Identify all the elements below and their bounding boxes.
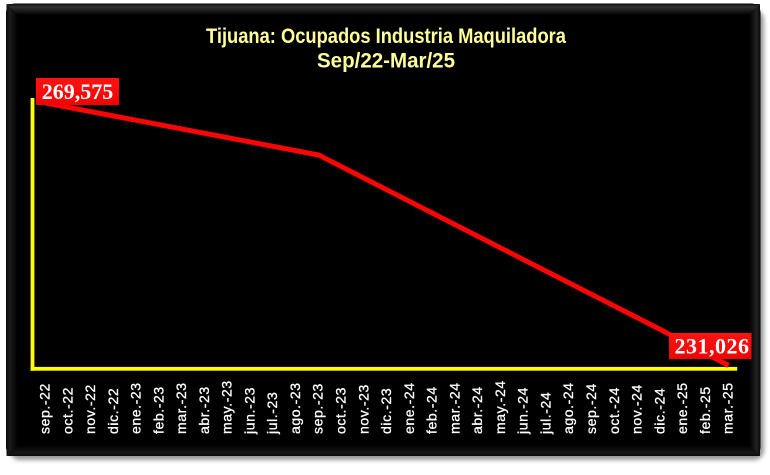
svg-text:sep.-24: sep.-24 bbox=[583, 383, 599, 434]
svg-text:dic.-22: dic.-22 bbox=[105, 388, 121, 434]
svg-text:mar.-25: mar.-25 bbox=[720, 382, 736, 434]
svg-text:ene.-23: ene.-23 bbox=[128, 382, 144, 434]
svg-text:Tijuana: Ocupados Industria Ma: Tijuana: Ocupados Industria Maquiladora bbox=[206, 24, 567, 48]
svg-text:jul.-24: jul.-24 bbox=[537, 392, 553, 435]
svg-text:dic.-24: dic.-24 bbox=[651, 388, 667, 434]
svg-text:feb.-23: feb.-23 bbox=[150, 386, 166, 434]
svg-text:feb.-24: feb.-24 bbox=[424, 386, 440, 434]
svg-text:nov.-23: nov.-23 bbox=[355, 384, 371, 434]
svg-text:269,575: 269,575 bbox=[42, 79, 114, 104]
svg-text:ene.-25: ene.-25 bbox=[674, 382, 690, 434]
svg-text:mar.-24: mar.-24 bbox=[446, 382, 462, 434]
svg-text:may.-24: may.-24 bbox=[492, 380, 508, 434]
svg-text:oct.-23: oct.-23 bbox=[333, 387, 349, 434]
svg-text:231,026: 231,026 bbox=[675, 334, 750, 359]
svg-text:oct.-24: oct.-24 bbox=[606, 387, 622, 434]
svg-text:jun.-23: jun.-23 bbox=[241, 387, 257, 435]
svg-text:feb.-25: feb.-25 bbox=[697, 386, 713, 434]
svg-text:abr.-23: abr.-23 bbox=[196, 386, 212, 434]
svg-text:ago.-24: ago.-24 bbox=[560, 382, 576, 434]
svg-text:dic.-23: dic.-23 bbox=[378, 388, 394, 434]
svg-text:ago.-23: ago.-23 bbox=[287, 382, 303, 434]
svg-text:may.-23: may.-23 bbox=[219, 380, 235, 434]
svg-text:jul.-23: jul.-23 bbox=[264, 392, 280, 435]
svg-text:nov.-22: nov.-22 bbox=[82, 384, 98, 434]
svg-text:jun.-24: jun.-24 bbox=[515, 387, 531, 435]
svg-text:ene.-24: ene.-24 bbox=[401, 382, 417, 434]
svg-text:mar.-23: mar.-23 bbox=[173, 382, 189, 434]
svg-text:oct.-22: oct.-22 bbox=[59, 387, 75, 434]
svg-text:Sep/22-Mar/25: Sep/22-Mar/25 bbox=[317, 49, 455, 73]
svg-text:sep.-23: sep.-23 bbox=[310, 383, 326, 434]
svg-text:sep.-22: sep.-22 bbox=[37, 383, 53, 434]
svg-text:nov.-24: nov.-24 bbox=[629, 384, 645, 434]
svg-text:abr.-24: abr.-24 bbox=[469, 386, 485, 434]
